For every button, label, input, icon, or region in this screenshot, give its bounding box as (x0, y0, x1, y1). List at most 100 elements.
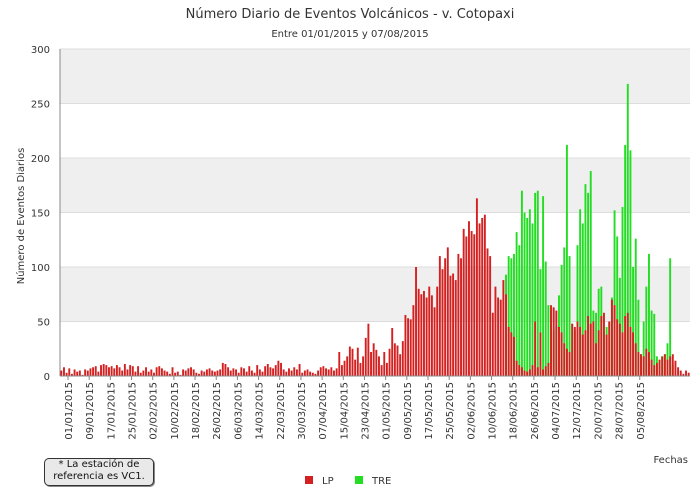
lp-bar (560, 332, 563, 376)
lp-bar (587, 316, 590, 376)
chart-title: Número Diario de Eventos Volcánicos - v.… (186, 7, 515, 22)
lp-bar (110, 366, 113, 376)
lp-bar (158, 366, 161, 376)
note-line-2: referencia es VC1. (53, 471, 145, 482)
bars (60, 83, 690, 376)
lp-bar (248, 366, 251, 376)
x-tick-label: 09/01/2015 (85, 382, 96, 440)
lp-bar (473, 234, 476, 376)
lp-bar (211, 370, 214, 376)
lp-bar (483, 214, 486, 376)
lp-bar (129, 365, 132, 376)
x-tick-label: 23/04/2015 (360, 382, 371, 440)
x-tick-label: 14/03/2015 (255, 382, 266, 440)
lp-bar (444, 258, 447, 376)
lp-bar (430, 295, 433, 376)
lp-bar (637, 352, 640, 376)
lp-bar (150, 369, 153, 376)
y-tick-label: 100 (31, 263, 50, 274)
tre-bar (523, 212, 526, 376)
lp-bar (235, 369, 237, 376)
lp-bar (655, 362, 658, 376)
lp-bar (378, 356, 380, 376)
lp-bar (208, 368, 211, 376)
plot-band (60, 212, 690, 267)
lp-bar (192, 369, 195, 376)
lp-bar (78, 370, 81, 376)
y-axis-label: Número de Eventos Diarios (15, 148, 27, 285)
lp-bar (457, 253, 460, 376)
y-tick-label: 300 (31, 45, 50, 56)
lp-bar (539, 332, 542, 376)
lp-bar (415, 267, 417, 376)
lp-bar (449, 275, 452, 376)
tre-bar (621, 207, 624, 376)
lp-bar (396, 345, 399, 376)
lp-bar (253, 372, 256, 376)
lp-bar (425, 297, 428, 376)
y-tick-label: 0 (44, 372, 50, 383)
lp-bar (399, 354, 402, 376)
lp-bar (317, 370, 320, 376)
tre-bar (526, 217, 529, 376)
lp-bar (303, 370, 306, 376)
lp-bar (224, 364, 227, 376)
y-tick-label: 50 (37, 318, 50, 329)
tre-bar (520, 190, 523, 376)
lp-bar (182, 369, 185, 376)
lp-bar (115, 365, 118, 376)
lp-bar (362, 356, 365, 376)
tre-bar (642, 321, 645, 376)
lp-bar (359, 362, 362, 376)
tre-bar (616, 236, 619, 376)
lp-bar (489, 256, 492, 376)
lp-bar (232, 368, 235, 376)
tre-bar (560, 264, 563, 376)
x-tick-label: 25/05/2015 (445, 382, 456, 440)
lp-bar (510, 332, 513, 376)
lp-bar (134, 371, 137, 376)
tre-bar (626, 83, 629, 376)
tre-bar (587, 192, 590, 376)
lp-bar (245, 371, 248, 376)
lp-bar (608, 321, 611, 376)
legend-swatch-tre (355, 476, 363, 484)
tre-bar (576, 245, 579, 376)
lp-bar (470, 231, 473, 376)
x-tick-label: 09/05/2015 (403, 382, 414, 440)
lp-bar (645, 348, 648, 376)
x-tick-label: 01/05/2015 (382, 382, 393, 440)
tre-bar (584, 184, 587, 376)
reference-station-note: * La estación de referencia es VC1. (44, 458, 154, 486)
lp-bar (515, 360, 518, 376)
legend-swatch-lp (305, 476, 313, 484)
tre-bar (542, 196, 545, 376)
lp-bar (108, 367, 110, 376)
legend-label-tre: TRE (371, 476, 391, 487)
tre-bar (653, 313, 656, 376)
x-tick-label: 18/02/2015 (191, 382, 202, 440)
lp-bar (372, 343, 375, 376)
lp-bar (100, 365, 102, 376)
lp-bar (272, 368, 275, 376)
lp-bar (433, 307, 436, 376)
lp-bar (264, 366, 267, 376)
lp-bar (86, 370, 89, 376)
lp-bar (494, 286, 497, 376)
lp-bar (333, 370, 335, 376)
lp-bar (295, 369, 298, 376)
lp-bar (184, 370, 187, 376)
lp-bar (687, 372, 690, 376)
lp-bar (354, 359, 357, 376)
lp-bar (481, 217, 484, 376)
lp-bar (486, 248, 489, 376)
x-tick-label: 12/07/2015 (572, 382, 583, 440)
lp-bar (131, 366, 134, 376)
lp-bar (198, 373, 200, 376)
lp-bar (290, 370, 293, 376)
x-tick-label: 25/01/2015 (128, 382, 139, 440)
lp-bar (155, 367, 158, 376)
tre-bar (669, 258, 672, 376)
tre-bar (579, 209, 582, 376)
lp-bar (213, 371, 216, 376)
